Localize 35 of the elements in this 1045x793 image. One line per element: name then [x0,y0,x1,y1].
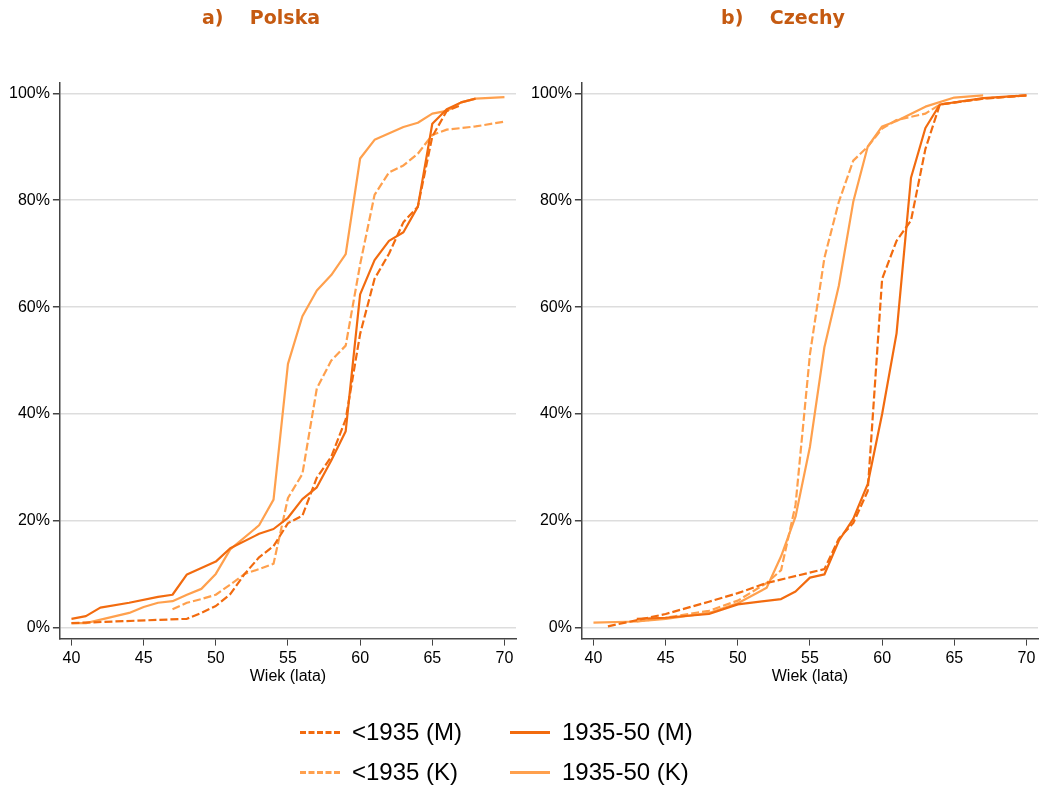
y-tick-label: 60% [17,297,50,315]
y-tick-label: 80% [539,190,572,208]
y-tick-label: 20% [17,511,50,529]
y-tick-label: 60% [539,297,572,315]
chart-title: a) Polska [200,6,322,28]
y-tick-label: 0% [548,618,572,636]
x-tick-label: 45 [134,648,153,666]
x-tick-label: 65 [945,648,964,666]
x-tick-label: 40 [584,648,603,666]
x-tick-label: 55 [279,648,297,666]
chart-title: b) Czechy [720,6,846,28]
y-tick-label: 0% [26,618,50,636]
legend-label: 1935-50 (M) [562,718,693,746]
x-tick-label: 60 [873,648,892,666]
legend-label: <1935 (K) [352,758,459,786]
y-tick-label: 100% [9,83,50,101]
x-tick-label: 70 [495,648,514,666]
y-tick-label: 20% [539,511,572,529]
y-tick-label: 100% [531,83,572,101]
x-tick-label: 55 [801,648,819,666]
x-tick-label: 65 [423,648,442,666]
x-tick-label: 50 [206,648,225,666]
legend-label: 1935-50 (K) [562,758,689,786]
x-tick-label: 50 [728,648,747,666]
line-series [171,120,506,611]
x-tick-label: 70 [1017,648,1036,666]
y-tick-label: 40% [17,404,50,422]
x-axis-title: Wiek (lata) [771,666,849,684]
x-tick-label: 40 [62,648,81,666]
x-axis-title: Wiek (lata) [249,666,327,684]
x-tick-label: 60 [351,648,370,666]
legend-label: <1935 (M) [352,718,463,746]
y-tick-label: 40% [539,404,572,422]
x-tick-label: 45 [656,648,675,666]
y-tick-label: 80% [17,190,50,208]
